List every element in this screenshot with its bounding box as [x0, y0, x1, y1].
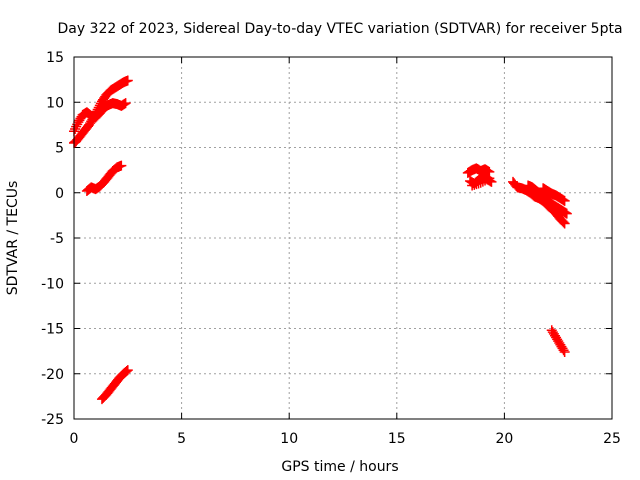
data-point: [561, 208, 572, 219]
y-tick-label: -25: [41, 412, 64, 428]
data-point: [557, 216, 568, 227]
data-point: [122, 75, 133, 86]
data-point: [480, 175, 491, 186]
y-tick-label: -20: [41, 367, 64, 383]
y-tick-label: 5: [55, 141, 64, 157]
x-tick-label: 10: [280, 431, 298, 447]
data-points: [69, 75, 572, 405]
axis-ticks: 0 5 10 15 20 25 15 10 5 0 -5 -10 -15 -20 -25: [41, 50, 621, 447]
series-arc-c: [81, 160, 127, 196]
data-point: [475, 177, 486, 188]
series-arc-d: [96, 365, 133, 405]
data-point: [120, 366, 131, 377]
series-arc-g: [523, 180, 572, 219]
data-point: [120, 98, 131, 109]
data-point: [122, 365, 133, 376]
x-tick-label: 15: [388, 431, 406, 447]
y-tick-label: 15: [46, 50, 64, 66]
data-point: [116, 160, 127, 171]
plot-frame: [73, 56, 613, 420]
x-axis-label: GPS time / hours: [281, 459, 398, 475]
x-tick-label: 20: [495, 431, 513, 447]
data-point: [477, 176, 488, 187]
data-point: [484, 173, 495, 184]
y-tick-label: 0: [55, 186, 64, 202]
data-point: [558, 345, 569, 356]
y-tick-label: -15: [41, 322, 64, 338]
x-tick-label: 0: [70, 431, 79, 447]
y-tick-label: -5: [50, 231, 64, 247]
data-point: [558, 217, 569, 228]
x-tick-label: 5: [177, 431, 186, 447]
chart-title: Day 322 of 2023, Sidereal Day-to-day VTE…: [57, 21, 622, 37]
data-point: [482, 174, 493, 185]
series-arc-e: [462, 163, 497, 191]
series-arc-h: [538, 183, 570, 206]
data-point: [71, 121, 82, 132]
x-tick-label: 25: [603, 431, 621, 447]
y-tick-label: 10: [46, 95, 64, 111]
y-tick-label: -10: [41, 276, 64, 292]
data-point: [121, 366, 132, 377]
data-point: [559, 347, 570, 358]
y-axis-label: SDTVAR / TECUs: [5, 181, 21, 296]
series-arc-i: [546, 325, 570, 358]
series-arc-b: [69, 75, 133, 148]
data-point: [559, 195, 570, 206]
data-point: [559, 218, 570, 229]
data-point: [70, 123, 81, 134]
grid-lines: [74, 57, 612, 419]
